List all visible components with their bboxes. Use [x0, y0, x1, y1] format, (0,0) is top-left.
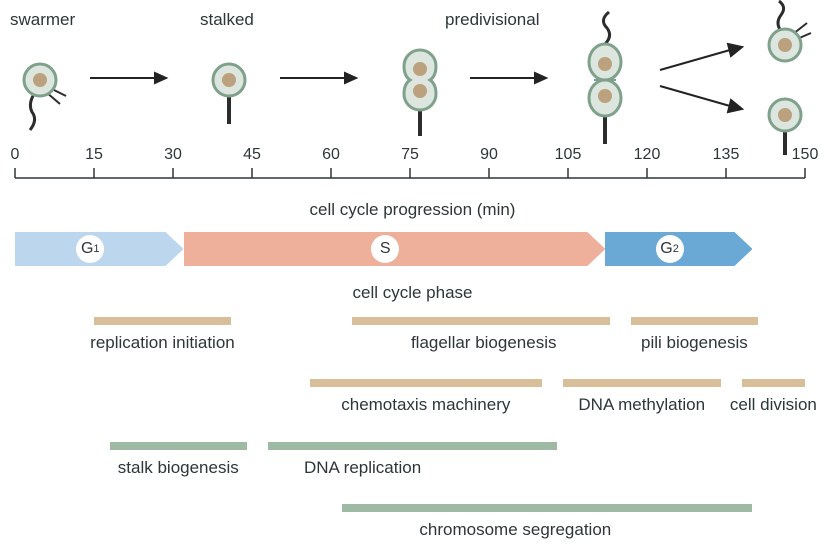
process-bar — [310, 379, 542, 387]
process-label: replication initiation — [52, 333, 272, 353]
process-label: flagellar biogenesis — [374, 333, 594, 353]
process-bar — [110, 442, 247, 450]
axis-label: cell cycle progression (min) — [0, 200, 825, 220]
swarmer-cell — [24, 64, 66, 130]
tick-label: 75 — [401, 146, 419, 164]
tick-label: 120 — [634, 146, 661, 164]
process-bar — [268, 442, 558, 450]
predivisional-late-cell — [589, 12, 621, 144]
tick-label: 105 — [555, 146, 582, 164]
process-label: chromosome segregation — [405, 520, 625, 540]
tick-label: 30 — [164, 146, 182, 164]
phase-badge-g2: G2 — [656, 235, 684, 263]
tick-label: 15 — [85, 146, 103, 164]
tick-label: 45 — [243, 146, 261, 164]
process-bar — [94, 317, 231, 325]
phase-label: cell cycle phase — [0, 283, 825, 303]
daughter-swarmer-cell — [769, 1, 811, 61]
process-bar — [352, 317, 610, 325]
process-bar — [563, 379, 721, 387]
process-bar — [631, 317, 757, 325]
tick-label: 150 — [792, 146, 819, 164]
process-label: pili biogenesis — [584, 333, 804, 353]
process-bar — [342, 504, 753, 512]
stalked-cell — [213, 64, 245, 124]
timeline-axis — [0, 158, 825, 198]
process-label: DNA replication — [253, 458, 473, 478]
process-label: cell division — [663, 395, 825, 415]
process-label: chemotaxis machinery — [316, 395, 536, 415]
tick-label: 90 — [480, 146, 498, 164]
process-bar — [742, 379, 805, 387]
tick-label: 135 — [713, 146, 740, 164]
cell-diagrams — [0, 0, 825, 160]
phase-badge-s: S — [371, 235, 399, 263]
tick-label: 0 — [11, 146, 20, 164]
tick-label: 60 — [322, 146, 340, 164]
predivisional-early-cell — [404, 50, 436, 136]
